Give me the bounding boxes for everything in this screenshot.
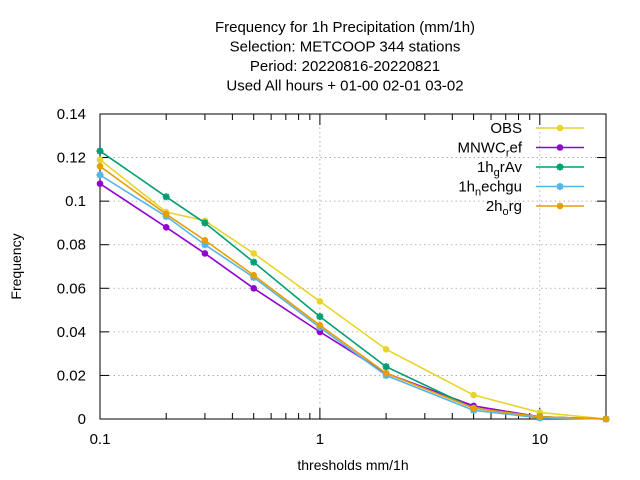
- legend-entry: OBS: [490, 120, 584, 137]
- axis-ticks: 0 0.02 0.04 0.06 0.08 0.1 0.12 0.14 0.1 1 10: [57, 106, 606, 448]
- chart-title-line: Period: 20220816-20220821: [250, 58, 440, 75]
- legend-label-rest: echgu: [481, 179, 522, 196]
- data-point: [316, 313, 324, 320]
- legend-label-subscript: n: [475, 187, 481, 199]
- series-1: [96, 180, 610, 423]
- y-tick-label: 0: [78, 411, 86, 428]
- chart-title-line: Selection: METCOOP 344 stations: [230, 39, 461, 56]
- data-point: [96, 180, 104, 188]
- x-axis-label: thresholds mm/1h: [297, 457, 408, 473]
- data-point: [602, 415, 610, 423]
- data-point: [162, 210, 170, 218]
- data-point: [316, 322, 324, 329]
- series: [96, 147, 610, 423]
- data-point: [201, 219, 209, 227]
- y-tick-label: 0.04: [57, 324, 86, 341]
- legend-label-rest: rg: [509, 198, 522, 215]
- data-point: [382, 369, 390, 377]
- data-point: [201, 250, 209, 257]
- legend-label-rest: rAv: [500, 159, 523, 176]
- series-3: [96, 171, 610, 423]
- data-point: [382, 345, 390, 353]
- data-point: [536, 413, 544, 421]
- legend-swatch-marker: [556, 202, 564, 210]
- series-line: [99, 174, 607, 420]
- data-point: [382, 363, 390, 371]
- y-tick-label: 0.12: [57, 150, 86, 167]
- legend-label-rest: ef: [509, 140, 522, 157]
- data-point: [96, 162, 104, 170]
- y-tick-label: 0.08: [57, 237, 86, 254]
- legend-swatch-marker: [556, 183, 564, 190]
- data-point: [250, 250, 258, 257]
- data-point: [96, 147, 104, 155]
- series-line: [99, 159, 607, 420]
- legend-swatch-marker: [556, 144, 564, 151]
- legend-label: MNWCref: [457, 140, 522, 160]
- x-tick-label: 10: [531, 431, 548, 448]
- legend-label: 1hgrAv: [477, 159, 523, 179]
- data-point: [470, 391, 477, 399]
- data-point: [162, 223, 170, 231]
- legend-label-text: MNWC: [457, 140, 505, 157]
- legend-swatch-marker: [556, 163, 564, 171]
- legend-label-text: 2h: [486, 198, 503, 215]
- legend-label: 1hnechgu: [458, 179, 522, 199]
- data-point: [250, 284, 258, 292]
- data-point: [162, 193, 170, 201]
- data-point: [250, 271, 258, 279]
- y-tick-label: 0.02: [57, 367, 86, 384]
- y-tick-label: 0.1: [65, 193, 86, 210]
- legend-label-subscript: r: [506, 148, 510, 160]
- plot-frame: [99, 113, 607, 420]
- legend-label-text: 1h: [477, 159, 494, 176]
- data-point: [96, 156, 104, 164]
- grid: [100, 114, 606, 419]
- legend-label-subscript: g: [494, 167, 500, 179]
- x-tick-label: 1: [316, 431, 324, 448]
- data-point: [250, 258, 258, 266]
- data-point: [201, 237, 209, 244]
- legend-swatch-marker: [556, 124, 564, 132]
- series-4: [96, 162, 610, 423]
- legend-entry: 1hnechgu: [458, 179, 584, 199]
- legend-label-text: OBS: [490, 120, 522, 137]
- series-line: [99, 183, 607, 420]
- legend-entry: 1hgrAv: [477, 159, 584, 179]
- series-2: [96, 147, 610, 423]
- legend-entry: 2horg: [486, 198, 584, 218]
- legend-label-text: 1h: [458, 179, 475, 196]
- chart-title-line: Used All hours + 01-00 02-01 03-02: [226, 78, 463, 95]
- legend-entry: MNWCref: [457, 140, 584, 160]
- series-0: [96, 156, 610, 423]
- legend-label: OBS: [490, 120, 522, 137]
- data-point: [470, 404, 477, 412]
- y-tick-label: 0.14: [57, 106, 86, 123]
- series-line: [99, 150, 607, 420]
- y-tick-label: 0.06: [57, 280, 86, 297]
- y-axis-label: Frequency: [8, 233, 24, 299]
- chart-title-line: Frequency for 1h Precipitation (mm/1h): [215, 19, 475, 36]
- legend-label: 2horg: [486, 198, 522, 218]
- data-point: [96, 171, 104, 179]
- x-tick-label: 0.1: [90, 431, 111, 448]
- legend-label-subscript: o: [503, 206, 509, 218]
- chart-title: Frequency for 1h Precipitation (mm/1h) Se…: [215, 19, 475, 95]
- data-point: [316, 298, 324, 305]
